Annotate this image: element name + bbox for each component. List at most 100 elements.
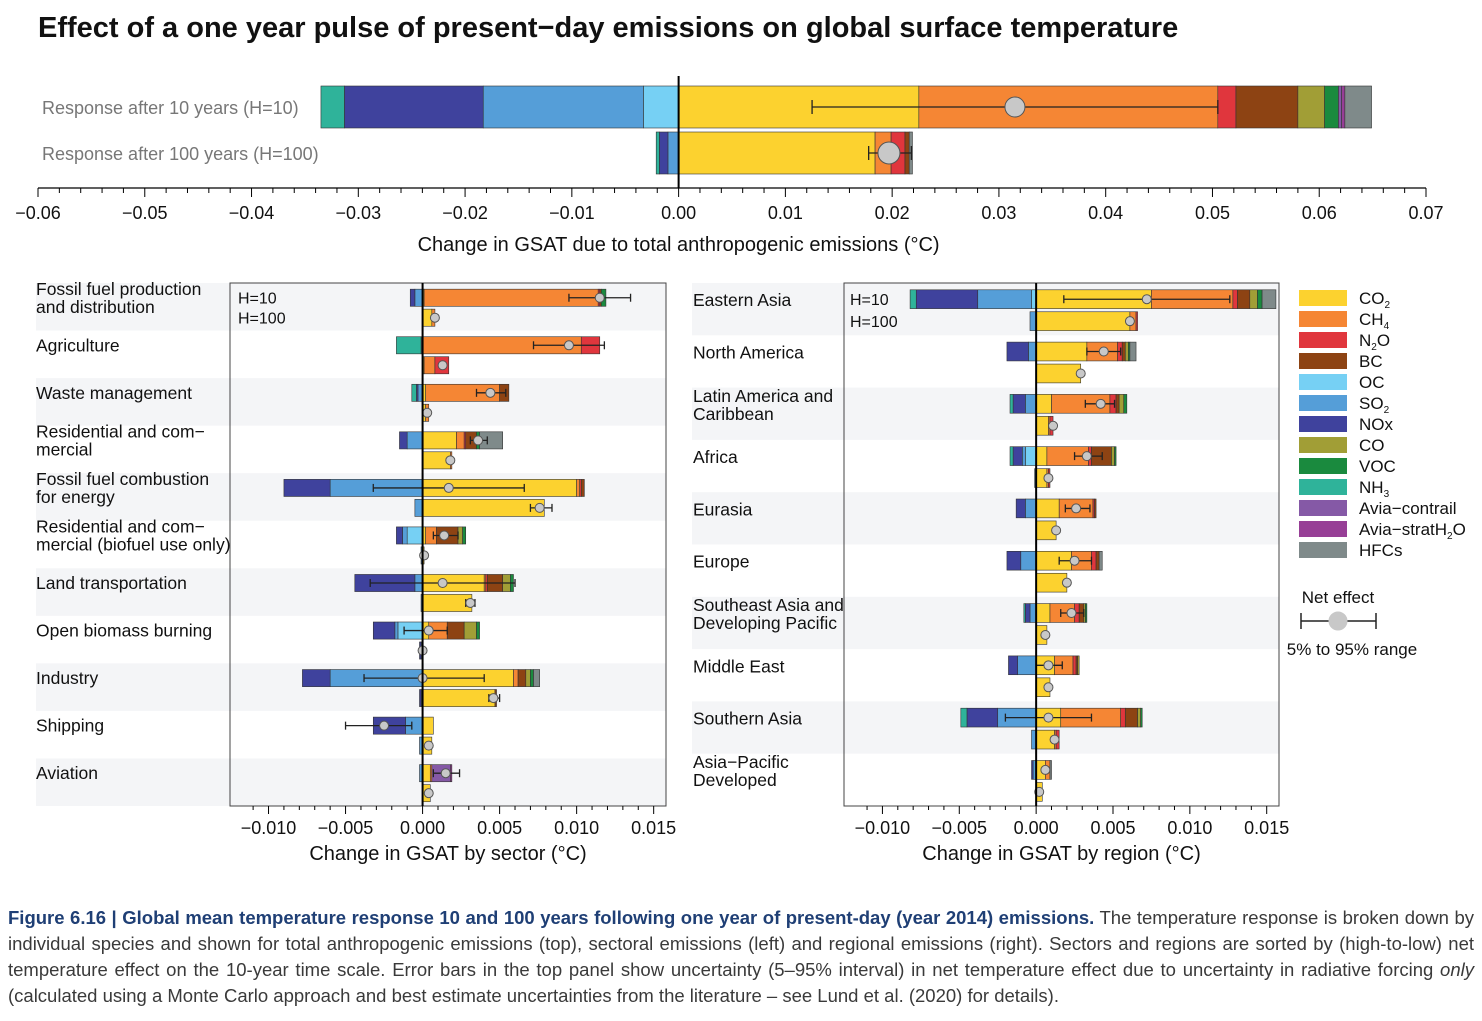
sector-waste-management-h10-bar-NH3	[411, 383, 417, 402]
legend-label-bc: BC	[1359, 352, 1383, 371]
sector-industry-h100-bar-CO2	[422, 689, 496, 707]
region-eastern-asia-h100-bar-N2O	[1135, 311, 1138, 331]
sector-open-biomass-burning-h10-bar-NOx	[372, 621, 396, 640]
top-row-2-bar-SO2	[667, 131, 679, 175]
top-tick-label: −0.06	[15, 203, 61, 223]
top-row-1-bar-SO2	[482, 85, 644, 129]
region-middle-east-h10-bar-CO	[1077, 655, 1080, 676]
sector-h10-label: H=10	[238, 291, 277, 308]
sector-industry-h10-bar-NOx	[302, 669, 331, 687]
region-latin-america-and-caribbean-h100-net-marker	[1048, 420, 1059, 431]
region-middle-east-h10-bar-N2O	[1072, 655, 1077, 676]
sector-waste-management-h10-net-marker	[485, 387, 496, 398]
region-eastern-asia-h10-bar-CO	[1249, 289, 1258, 309]
region-latin-america-and-caribbean-h10-bar-CO2	[1035, 394, 1052, 414]
sector-residential-and-com-mercial-biofuel-use-only-label: mercial (biofuel use only)	[36, 535, 231, 555]
legend-swatch-oc	[1299, 374, 1347, 390]
region-north-america-h10-bar-CO2	[1035, 341, 1088, 362]
sector-aviation-label: Aviation	[36, 763, 98, 783]
region-tick-label: 0.005	[1090, 818, 1135, 838]
top-row-1-bar-CO	[1297, 85, 1325, 129]
sector-fossil-fuel-production-and-distribution-label: and distribution	[36, 297, 155, 317]
legend-swatch-co2	[1299, 290, 1347, 306]
region-southern-asia-h10-bar-NH3	[960, 707, 968, 728]
top-row-1-bar-HFCs	[1344, 85, 1372, 129]
region-latin-america-and-caribbean-h10-net-marker	[1095, 398, 1106, 409]
region-north-america-h10-net-marker	[1098, 346, 1109, 357]
region-latin-america-and-caribbean-h10-bar-CO	[1118, 394, 1125, 414]
sector-fossil-fuel-combustion-for-energy-h10-bar-CH4	[576, 479, 581, 497]
figure-title: Effect of a one year pulse of present−da…	[38, 12, 1179, 44]
region-africa-h100-net-marker	[1043, 473, 1054, 484]
sector-shipping-label: Shipping	[36, 716, 104, 736]
top-row-1-bar-NH3	[320, 85, 345, 129]
region-tick-label: −0.005	[932, 818, 988, 838]
legend-label-co2: CO2	[1359, 289, 1391, 311]
region-latin-america-and-caribbean-h10-bar-NH3	[1009, 394, 1014, 414]
top-row-1-bar-AviaContrail	[1338, 85, 1342, 129]
region-southern-asia-h10-net-marker	[1043, 712, 1054, 723]
sector-residential-and-com-mercial-biofuel-use-only-h10-bar-SO2	[402, 526, 408, 545]
sector-residential-and-com-mercial-biofuel-use-only-h10-bar-CO	[457, 526, 463, 545]
sector-industry-label: Industry	[36, 668, 98, 688]
legend-swatch-bc	[1299, 353, 1347, 369]
region-north-america-h100-bar-CO2	[1035, 363, 1082, 384]
sector-residential-and-com-mercial-biofuel-use-only-h10-bar-NOx	[396, 526, 403, 545]
region-eastern-asia-h10-bar-SO2	[977, 289, 1032, 309]
top-tick-label: −0.04	[229, 203, 275, 223]
top-tick-label: −0.03	[336, 203, 382, 223]
sector-aviation-h100-net-marker	[423, 788, 434, 799]
region-africa-label: Africa	[693, 447, 738, 467]
caption-italic: only	[1440, 959, 1474, 980]
region-north-america-label: North America	[693, 342, 804, 362]
region-southeast-asia-and-developing-pacific-h10-bar-NH3	[1023, 603, 1026, 623]
region-middle-east-h100-net-marker	[1043, 682, 1054, 693]
region-southeast-asia-and-developing-pacific-label: Developing Pacific	[693, 613, 837, 633]
region-southern-asia-h10-bar-BC	[1124, 707, 1138, 728]
region-band	[692, 492, 1279, 545]
region-europe-h10-net-marker	[1069, 555, 1080, 566]
region-tick-label: −0.010	[855, 818, 911, 838]
region-europe-h10-bar-BC	[1095, 550, 1100, 571]
sector-fossil-fuel-combustion-for-energy-label: Fossil fuel combustion	[36, 469, 209, 489]
sector-industry-h100-net-marker	[488, 693, 499, 704]
legend-label-hfcs: HFCs	[1359, 541, 1402, 560]
region-middle-east-h10-net-marker	[1043, 660, 1054, 671]
region-africa-h10-bar-CO2	[1035, 446, 1048, 466]
caption-body-1: The temperature response is broken down …	[8, 907, 1474, 980]
region-europe-h100-net-marker	[1061, 577, 1072, 588]
sector-frame	[229, 282, 667, 807]
sector-residential-and-com-mercial-biofuel-use-only-label: Residential and com−	[36, 517, 205, 537]
sector-fossil-fuel-combustion-for-energy-h100-bar-SO2	[414, 499, 423, 517]
region-southern-asia-h10-bar-N2O	[1120, 707, 1126, 728]
region-southeast-asia-and-developing-pacific-h10-bar-CO2	[1035, 603, 1051, 623]
top-tick-label: −0.05	[122, 203, 168, 223]
region-africa-h10-bar-VOC	[1114, 446, 1117, 466]
sector-open-biomass-burning-h10-bar-VOC	[476, 621, 480, 640]
region-eastern-asia-h10-bar-HFCs	[1261, 289, 1277, 309]
sector-open-biomass-burning-label: Open biomass burning	[36, 621, 212, 641]
region-north-america-h10-bar-HFCs	[1129, 341, 1137, 362]
sector-residential-and-com-mercial-biofuel-use-only-h10-bar-OC	[406, 526, 423, 545]
sector-tick-label: 0.000	[400, 818, 445, 838]
sector-land-transportation-label: Land transportation	[36, 573, 187, 593]
sector-open-biomass-burning-h10-bar-CO	[463, 621, 477, 640]
top-x-axis-label: Change in GSAT due to total anthropogeni…	[418, 234, 940, 256]
region-h10-label: H=10	[850, 292, 889, 309]
sector-industry-h10-bar-BC	[517, 669, 527, 687]
region-eastern-asia-label: Eastern Asia	[693, 290, 792, 310]
legend-swatch-co	[1299, 437, 1347, 453]
sector-residential-and-com-mercial-biofuel-use-only-h10-bar-VOC	[462, 526, 467, 545]
sector-open-biomass-burning-h10-bar-BC	[446, 621, 465, 640]
sector-residential-and-com-mercial-h10-bar-SO2	[406, 431, 423, 450]
sector-residential-and-com-mercial-label: mercial	[36, 439, 92, 459]
sector-fossil-fuel-production-and-distribution-h10-bar-SO2	[414, 288, 423, 307]
sector-agriculture-h10-bar-NH3	[396, 336, 422, 355]
legend-label-n2o: N2O	[1359, 331, 1390, 353]
sector-residential-and-com-mercial-h10-bar-CO2	[422, 431, 457, 450]
region-panel: Eastern Asia North America Latin America a…	[692, 282, 1289, 865]
legend-swatch-ch4	[1299, 311, 1347, 327]
region-eurasia-h10-net-marker	[1071, 503, 1082, 514]
caption-lead: Figure 6.16 | Global mean temperature re…	[8, 907, 1095, 928]
